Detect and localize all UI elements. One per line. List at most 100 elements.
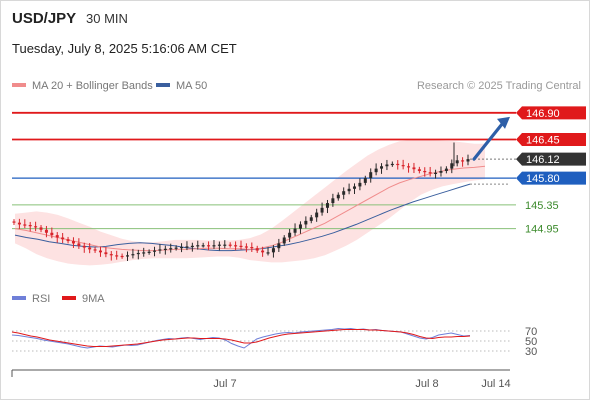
candle-body [169, 248, 173, 250]
legend-rsi: RSI [12, 293, 50, 305]
candle-body [325, 203, 329, 208]
legend-9ma: 9MA [62, 293, 105, 305]
candle-body [342, 191, 346, 195]
ma9-swatch [62, 296, 76, 301]
legend-9ma-label: 9MA [82, 293, 105, 305]
candle-body [190, 245, 194, 248]
candle-body [331, 198, 335, 204]
candle-body [412, 167, 416, 170]
candle-body [82, 245, 86, 248]
legend-ma50: MA 50 [156, 80, 207, 92]
candle-body [282, 237, 286, 244]
price-tag-146.12 [516, 152, 586, 166]
candle-body [309, 217, 313, 221]
legend-ma20-label: MA 20 + Bollinger Bands [32, 80, 153, 92]
ma20-swatch [12, 83, 26, 88]
rsi-level-label-70: 70 [525, 326, 537, 338]
price-label-146.90: 146.90 [526, 108, 560, 120]
candle-body [434, 172, 438, 174]
candle-body [304, 220, 308, 225]
candle-body [212, 245, 216, 247]
x-tick-jul-7: Jul 7 [213, 378, 236, 390]
candle-body [466, 159, 470, 162]
candle-body [444, 168, 448, 171]
candle-body [44, 229, 48, 233]
projection-arrow-shaft [472, 121, 505, 161]
candle-body [120, 255, 124, 258]
candle-body [417, 169, 421, 171]
candle-body [163, 248, 167, 250]
candle-body [115, 255, 119, 257]
candle-body [180, 247, 184, 249]
candle-body [28, 225, 32, 227]
candle-body [261, 250, 265, 253]
candle-body [380, 166, 384, 169]
candle-body [201, 245, 205, 247]
candle-body [126, 255, 129, 257]
candle-body [61, 237, 65, 240]
rsi-ma9-line [11, 329, 471, 347]
candle-body [358, 182, 362, 187]
candle-body [109, 254, 113, 256]
candle-body [77, 243, 81, 246]
legend-ma50-label: MA 50 [176, 80, 208, 92]
price-label-146.12: 146.12 [526, 154, 560, 166]
rsi-level-label-50: 50 [525, 336, 537, 348]
credit-text: Research © 2025 Trading Central [416, 80, 581, 92]
candle-body [266, 252, 270, 254]
candle-body [320, 207, 324, 213]
candle-body [50, 232, 54, 236]
legend-ma20: MA 20 + Bollinger Bands [12, 80, 153, 92]
price-label-145.80: 145.80 [526, 173, 560, 185]
candle-body [439, 171, 443, 173]
candle-body [239, 245, 243, 248]
candle-body [17, 222, 21, 225]
candle-body [407, 166, 411, 168]
candle-body [288, 232, 292, 238]
candles [12, 154, 470, 262]
x-tick-jul-8: Jul 8 [415, 378, 438, 390]
candle-body [461, 160, 465, 162]
ma20-line [14, 165, 486, 252]
candle-body [131, 254, 135, 256]
candle-body [93, 249, 97, 251]
candle-body [207, 245, 211, 247]
symbol-title: USD/JPY [12, 10, 77, 27]
candle-body [23, 224, 27, 226]
candle-body [385, 164, 389, 167]
candle-body [34, 226, 38, 228]
candle-body [428, 172, 432, 174]
candle-body [185, 246, 189, 248]
legend-rsi-label: RSI [32, 293, 51, 305]
candle-body [228, 244, 232, 246]
ma50-swatch [156, 83, 170, 88]
projection-arrow-head [497, 116, 510, 129]
candle-body [293, 228, 297, 233]
candle-body [374, 168, 378, 173]
price-tag-145.80 [516, 171, 586, 185]
candle-body [255, 248, 259, 251]
candle-body [147, 251, 151, 253]
candle-body [298, 224, 302, 229]
candle-body [12, 221, 16, 223]
candle-body [277, 243, 281, 249]
candle-body [158, 249, 162, 251]
candle-body [390, 163, 394, 166]
candle-body [234, 245, 238, 247]
interval-label: 30 MIN [86, 11, 128, 26]
price-label-146.45: 146.45 [526, 135, 560, 147]
candle-body [39, 227, 43, 230]
candle-body [136, 252, 140, 255]
candle-body [71, 241, 75, 244]
candle-body [88, 247, 92, 250]
price-tag-146.90 [516, 106, 586, 120]
candle-body [174, 247, 178, 249]
bollinger-band [15, 139, 485, 266]
candle-body [244, 246, 248, 248]
ma50-line [14, 183, 471, 252]
candle-body [401, 165, 405, 167]
candle-body [455, 160, 459, 164]
candle-body [55, 235, 59, 238]
candle-body [196, 245, 200, 247]
